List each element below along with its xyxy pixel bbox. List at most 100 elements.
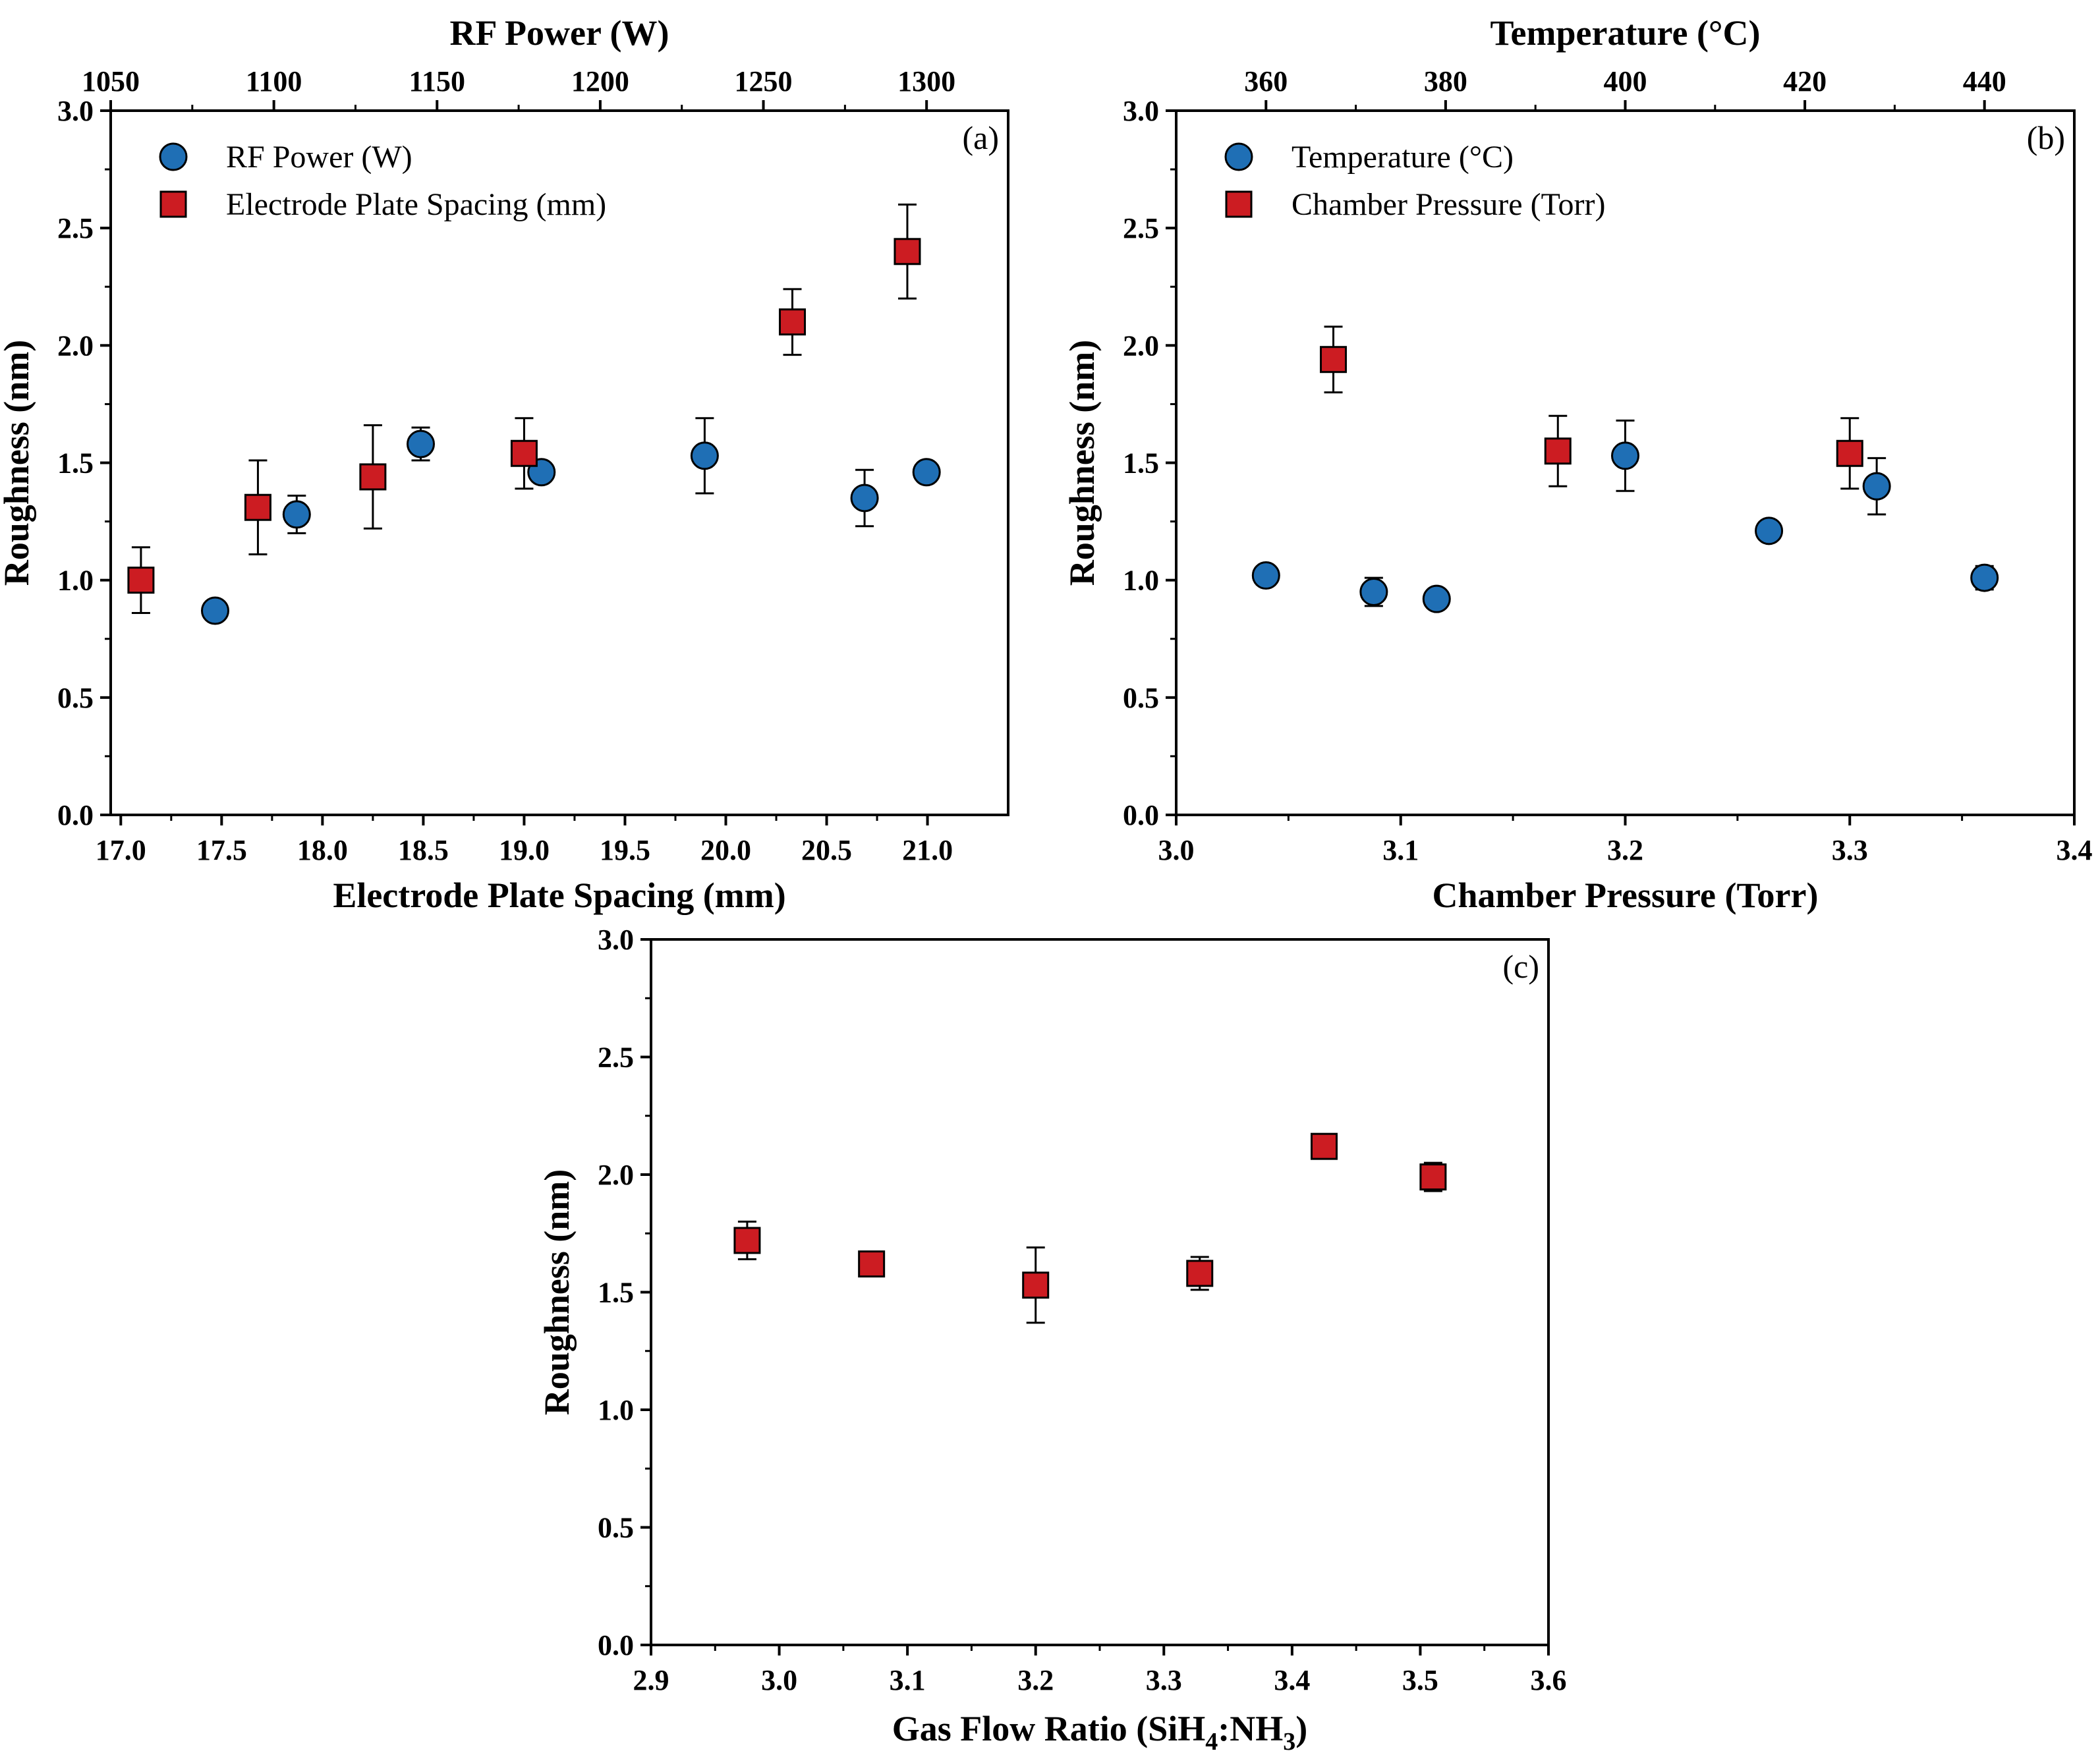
data-point-square: [1022, 1271, 1050, 1299]
data-point-circle: [1251, 561, 1280, 590]
x-tick-label: 2.9: [633, 1664, 669, 1696]
x-tick-label: 3.3: [1832, 834, 1868, 866]
x-axis-title-subscript: 4: [1205, 1728, 1218, 1753]
y-axis-title: Roughness (nm): [537, 1169, 577, 1416]
x-tick-label: 18.5: [398, 834, 449, 866]
x-axis-title-part: :NH: [1218, 1709, 1283, 1748]
panel-label: (b): [2027, 119, 2065, 156]
panel-c: 0.0 0.5 1.0 1.5 2.0 2.5 3.0 2.9 3.0 3.1 3.2 3.3 3.4 3…: [537, 924, 1567, 1753]
x-axis-title-subscript: 3: [1283, 1728, 1295, 1753]
y-tick-label: 3.0: [598, 924, 634, 956]
data-point-circle: [1755, 516, 1784, 545]
x-tick-label: 3.1: [890, 1664, 926, 1696]
legend-label: Temperature (°C): [1291, 140, 1514, 175]
plot-frame: [650, 938, 1550, 1646]
legend-label: Electrode Plate Spacing (mm): [226, 187, 606, 222]
data-point-square: [1419, 1163, 1447, 1191]
data-point-square: [359, 463, 387, 491]
x-tick-label: 20.5: [801, 834, 852, 866]
top-x-tick-label: 360: [1244, 65, 1288, 97]
top-x-axis-title: Temperature (°C): [1490, 13, 1760, 53]
x-axis-title-part: Gas Flow Ratio (SiH: [892, 1709, 1206, 1748]
x-tick-label: 3.4: [2057, 834, 2093, 866]
top-x-tick-label: 420: [1783, 65, 1827, 97]
legend-marker-circle: [1224, 142, 1253, 171]
top-x-tick-label: 1300: [897, 65, 955, 97]
y-tick-label: 3.0: [57, 95, 94, 127]
data-point-square: [1320, 346, 1348, 374]
data-point-circle: [1422, 584, 1451, 613]
data-point-circle: [912, 458, 941, 487]
y-tick-label: 1.5: [57, 447, 94, 480]
y-tick-label: 2.0: [598, 1159, 634, 1191]
top-x-tick-label: 440: [1963, 65, 2006, 97]
y-tick-label: 1.0: [598, 1394, 634, 1426]
x-axis-title: Electrode Plate Spacing (mm): [333, 876, 785, 915]
top-x-tick-label: 1100: [246, 65, 302, 97]
x-tick-label: 3.2: [1607, 834, 1643, 866]
data-point-square: [1836, 439, 1863, 467]
data-point-circle: [1970, 563, 1999, 592]
panel-b: 0.0 0.5 1.0 1.5 2.0 2.5 3.0 3.0 3.1 3.2 3.3 3.4 360 3…: [1062, 13, 2093, 915]
y-tick-label: 1.5: [1123, 447, 1159, 480]
y-tick-label: 2.5: [57, 212, 94, 244]
panel-a: 0.0 0.5 1.0 1.5 2.0 2.5 3.0 17.0 17.5 18.0 18.5 19.…: [0, 13, 1009, 915]
series-squares: [733, 1132, 1447, 1324]
x-axis-title: Gas Flow Ratio (SiH4:NH3): [892, 1709, 1307, 1753]
x-tick-label: 17.5: [196, 834, 247, 866]
data-point-square: [1186, 1260, 1214, 1287]
y-tick-label: 1.5: [598, 1277, 634, 1309]
x-tick-label: 18.0: [297, 834, 348, 866]
legend-marker-square: [159, 190, 187, 218]
data-point-square: [779, 308, 807, 336]
legend-marker-circle: [159, 142, 188, 171]
data-point-square: [858, 1250, 886, 1278]
panel-label: (a): [963, 119, 1000, 156]
top-x-tick-label: 1150: [409, 65, 465, 97]
y-tick-label: 0.0: [598, 1629, 634, 1661]
top-x-tick-label: 1050: [82, 65, 140, 97]
top-x-tick-label: 1200: [571, 65, 629, 97]
y-tick-label: 1.0: [57, 565, 94, 597]
data-point-square: [244, 493, 271, 521]
y-tick-label: 0.0: [1123, 799, 1159, 831]
x-tick-label: 19.0: [499, 834, 550, 866]
legend-label: RF Power (W): [226, 140, 412, 175]
y-tick-label: 2.5: [1123, 212, 1159, 244]
top-x-axis-title: RF Power (W): [450, 13, 669, 53]
data-point-circle: [282, 500, 311, 529]
y-tick-label: 3.0: [1123, 95, 1159, 127]
x-tick-label: 3.1: [1382, 834, 1419, 866]
y-tick-label: 1.0: [1123, 565, 1159, 597]
data-point-circle: [200, 596, 229, 625]
data-point-square: [894, 238, 921, 265]
legend: RF Power (W) Electrode Plate Spacing (mm): [159, 140, 606, 222]
x-axis-title-part: ): [1295, 1709, 1307, 1748]
data-point-square: [1544, 437, 1572, 465]
series-circles: [1251, 419, 1999, 613]
data-point-circle: [690, 441, 719, 470]
panel-label: (c): [1503, 948, 1540, 985]
top-x-tick-label: 380: [1424, 65, 1467, 97]
y-tick-label: 2.0: [57, 329, 94, 362]
y-tick-label: 2.5: [598, 1042, 634, 1074]
y-axis-title: Roughness (nm): [0, 340, 36, 586]
legend-marker-square: [1225, 190, 1253, 218]
y-tick-label: 0.5: [598, 1512, 634, 1544]
x-tick-label: 3.2: [1017, 1664, 1054, 1696]
x-tick-label: 3.6: [1531, 1664, 1567, 1696]
data-point-circle: [1611, 441, 1639, 470]
data-point-square: [1311, 1132, 1338, 1160]
x-tick-label: 19.5: [600, 834, 650, 866]
data-point-circle: [407, 430, 436, 459]
x-tick-label: 3.0: [1158, 834, 1195, 866]
x-tick-label: 20.0: [700, 834, 751, 866]
top-x-tick-label: 1250: [735, 65, 793, 97]
x-tick-label: 21.0: [902, 834, 953, 866]
data-point-circle: [1862, 472, 1891, 501]
x-tick-label: 3.0: [761, 1664, 797, 1696]
series-squares: [1320, 325, 1863, 490]
data-point-circle: [1359, 577, 1388, 606]
x-tick-label: 3.4: [1274, 1664, 1310, 1696]
